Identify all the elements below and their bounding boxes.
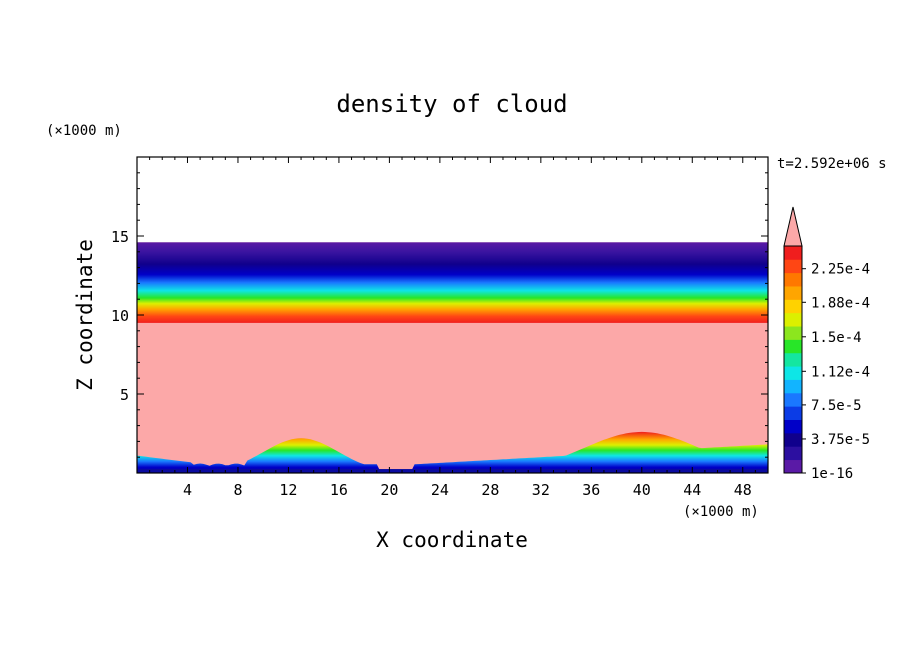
colorbar-swatch [784,299,802,314]
colorbar-frame [783,245,803,474]
x-tick-label: 32 [532,481,550,499]
x-unit-label: (×1000 m) [683,504,759,520]
colorbar-swatch [784,406,802,420]
upper-gradient-band [137,242,768,323]
colorbar-swatch [784,286,802,300]
colorbar-swatch [784,272,802,287]
colorbar-swatch [784,459,802,474]
colorbar-swatch [784,312,802,327]
x-tick-label: 24 [431,481,449,499]
x-tick-label: 40 [633,481,651,499]
x-tick-label: 8 [233,481,242,499]
colorbar-extend-triangle [783,206,803,247]
colorbar-swatch [784,259,802,274]
colorbar-swatch [784,379,802,394]
y-unit-label: (×1000 m) [46,123,122,139]
colorbar-swatch [784,339,802,354]
x-tick-label: 36 [582,481,600,499]
x-tick-label: 12 [279,481,297,499]
colorbar-swatch [784,352,802,367]
y-axis-label: Z coordinate [73,239,97,391]
colorbar: 1e-16 3.75e-5 7.5e-5 1.12e-4 1.5e-4 1.88e-4 2.… [783,206,870,482]
colorbar-label: 1e-16 [811,466,853,482]
colorbar-label: 1.88e-4 [811,295,870,311]
x-tick-label: 48 [734,481,752,499]
x-tick-label: 20 [380,481,398,499]
time-label: t=2.592e+06 s [777,156,887,172]
y-tick-label: 10 [111,307,129,325]
colorbar-swatch [784,446,802,461]
x-tick-label: 28 [481,481,499,499]
colorbar-label: 2.25e-4 [811,262,870,278]
density-field [137,242,768,473]
x-tick-label: 16 [330,481,348,499]
x-tick-label: 44 [683,481,701,499]
y-tick-label: 5 [120,386,129,404]
colorbar-label: 1.5e-4 [811,330,862,346]
x-axis-label: X coordinate [376,528,528,552]
chart-title: density of cloud [336,90,567,118]
colorbar-swatch [784,432,802,447]
surface-layer [137,431,768,473]
colorbar-swatch [784,366,802,380]
y-tick-label: 15 [111,228,129,246]
x-tick-label: 4 [183,481,192,499]
colorbar-swatch [784,419,802,434]
colorbar-swatch [784,326,802,340]
colorbar-swatch [784,392,802,407]
colorbar-swatch [784,246,802,260]
colorbar-label: 3.75e-5 [811,432,870,448]
colorbar-label: 7.5e-5 [811,398,862,414]
colorbar-label: 1.12e-4 [811,364,870,380]
